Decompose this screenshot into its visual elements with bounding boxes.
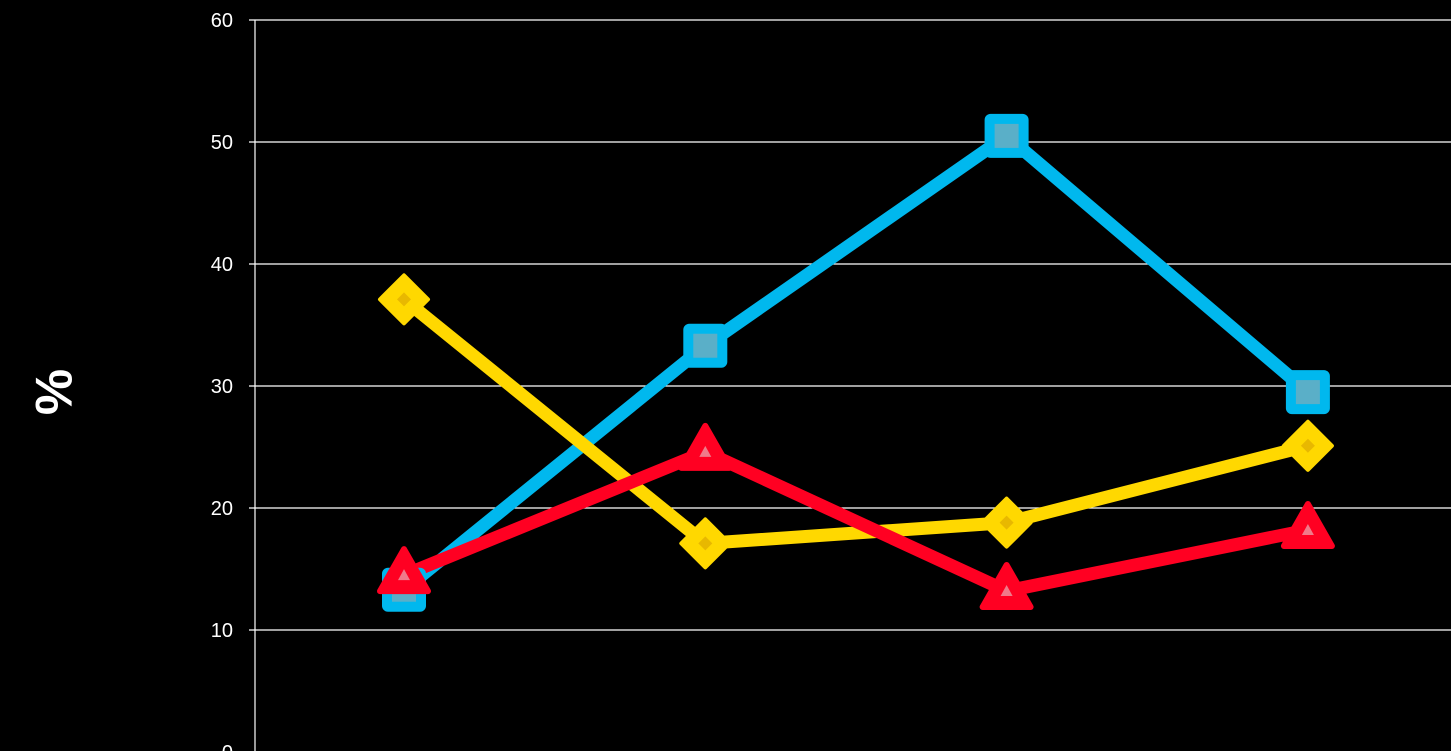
series-lines xyxy=(397,129,1315,598)
triangle-marker-inner xyxy=(1000,584,1013,596)
triangle-marker xyxy=(1280,500,1335,549)
square-marker-inner xyxy=(693,333,718,358)
square-marker-inner xyxy=(994,123,1019,148)
y-tick-label: 40 xyxy=(211,254,233,276)
series-line-2 xyxy=(397,292,1315,550)
diamond-marker xyxy=(679,517,732,570)
triangle-marker xyxy=(377,546,431,595)
diamond-marker-inner xyxy=(698,536,713,551)
square-marker-inner xyxy=(1295,380,1320,405)
gridlines xyxy=(249,19,1451,751)
y-tick-label: 60 xyxy=(211,10,233,32)
triangle-marker-inner xyxy=(699,445,712,457)
square-marker xyxy=(1285,370,1330,415)
diamond-marker-inner xyxy=(397,292,411,307)
series-line-1 xyxy=(397,129,1315,597)
y-tick-label: 10 xyxy=(211,620,233,642)
square-marker xyxy=(984,113,1029,158)
y-axis-title: % xyxy=(26,369,84,415)
diamond-marker-inner xyxy=(999,515,1014,530)
series-markers xyxy=(377,113,1335,612)
diamond-marker-inner xyxy=(1300,438,1315,453)
y-axis-ticks: 0 10 20 30 40 50 60 xyxy=(211,10,233,751)
y-tick-label: 50 xyxy=(211,132,233,154)
triangle-marker xyxy=(678,422,733,471)
diamond-marker xyxy=(378,273,430,326)
y-tick-label: 30 xyxy=(211,376,233,398)
diamond-marker xyxy=(1281,419,1334,472)
triangle-marker-inner xyxy=(398,569,410,581)
series-line-3 xyxy=(397,445,1315,598)
triangle-marker xyxy=(979,561,1034,610)
square-marker xyxy=(683,323,728,368)
y-tick-label: 20 xyxy=(211,498,233,520)
diamond-marker xyxy=(980,496,1033,549)
triangle-marker-inner xyxy=(1301,523,1314,535)
y-tick-label: 0 xyxy=(222,742,233,751)
